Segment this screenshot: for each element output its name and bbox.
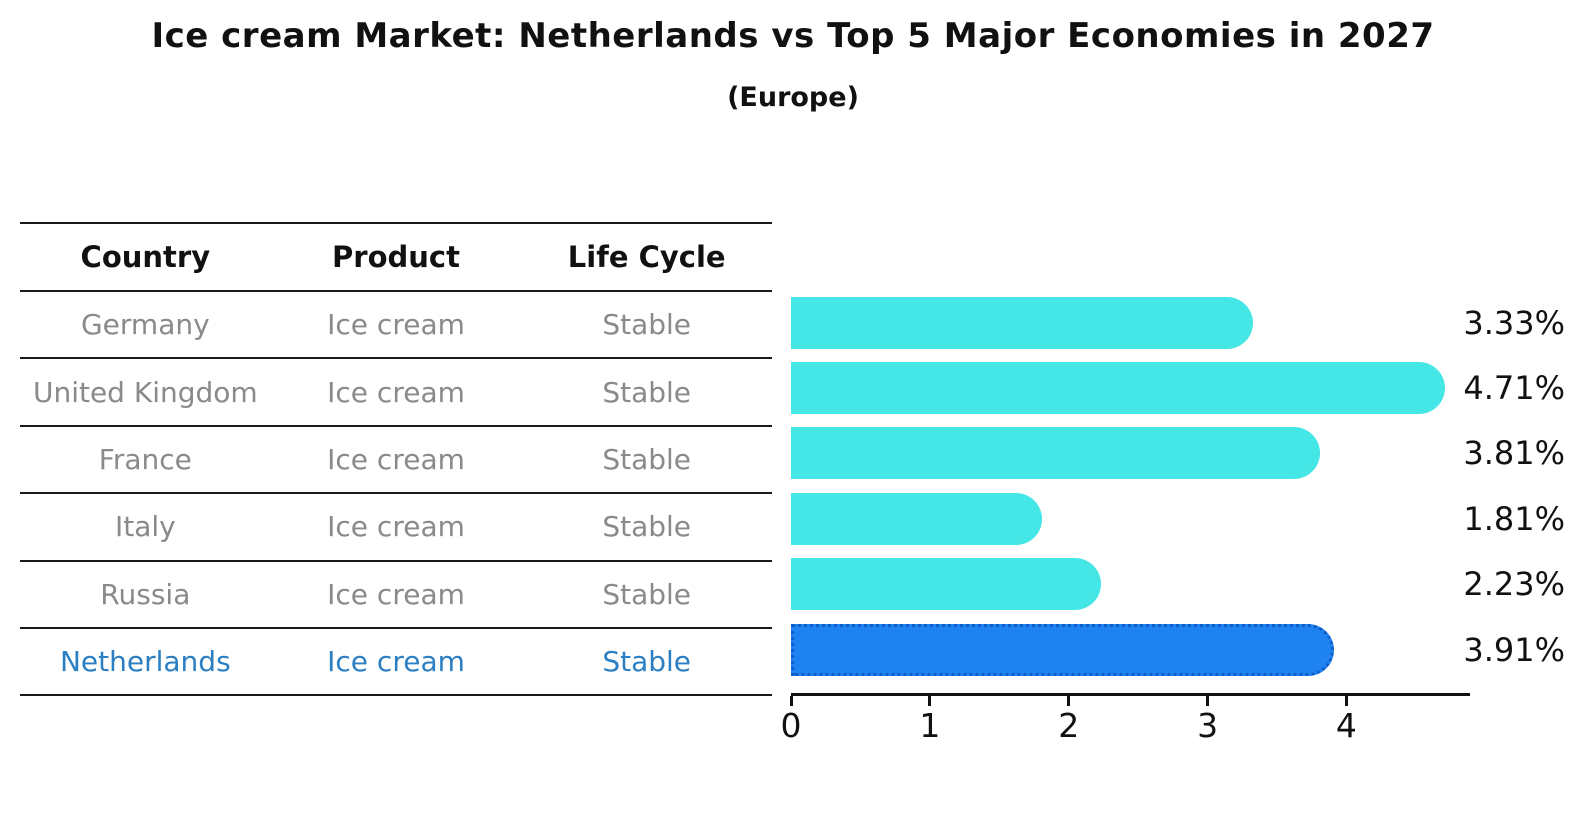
chart-title: Ice cream Market: Netherlands vs Top 5 M… [151,16,1435,56]
x-axis-line [791,693,1470,696]
value-labels: 3.33% 4.71% 3.81% 1.81% 2.23% 3.91% [1463,290,1565,682]
x-tick-mark [928,696,932,706]
cell-life-cycle: Stable [602,442,692,476]
cell-product: Ice cream [327,577,465,611]
bar-netherlands-highlighted [791,623,1334,676]
x-tick-label: 2 [1058,706,1080,745]
column-header-product: Product [332,240,460,274]
table-header-row: Country Product Life Cycle [20,224,772,292]
cell-life-cycle: Stable [602,510,692,544]
bar-row [791,486,1470,551]
x-tick-label: 3 [1197,706,1219,745]
cell-country: Germany [80,308,210,342]
cell-product: Ice cream [327,510,465,544]
bar-row [791,552,1470,617]
cell-product: Ice cream [327,375,465,409]
table-row: Italy Ice cream Stable [20,494,772,562]
cell-country: Russia [100,577,191,611]
value-label-united-kingdom: 4.71% [1463,369,1565,408]
x-tick-mark [1067,696,1071,706]
cell-country: Netherlands [59,645,231,679]
value-label-italy: 1.81% [1463,499,1565,538]
x-tick-mark [1206,696,1210,706]
x-tick-label: 1 [919,706,941,745]
cell-country: Italy [114,510,176,544]
x-tick-mark [1344,696,1348,706]
cell-life-cycle: Stable [602,375,692,409]
bar-row [791,617,1470,682]
cell-life-cycle: Stable [602,308,692,342]
bar-united-kingdom [791,362,1445,415]
bar-row [791,421,1470,486]
bar-italy [791,492,1043,545]
table-row: Russia Ice cream Stable [20,562,772,629]
bar-germany [791,296,1254,349]
cell-product: Ice cream [327,442,465,476]
table-row-highlighted: Netherlands Ice cream Stable [20,629,772,697]
x-tick-mark [789,696,793,706]
bar-row [791,290,1470,355]
cell-country: France [98,442,192,476]
value-label-germany: 3.33% [1463,303,1565,342]
bar-row [791,355,1470,420]
table-row: Germany Ice cream Stable [20,292,772,360]
x-tick-label: 4 [1335,706,1357,745]
cell-country: United Kingdom [32,375,258,409]
column-header-country: Country [80,240,211,274]
value-label-netherlands: 3.91% [1463,630,1565,669]
x-axis: 0 1 2 3 4 [781,693,1470,745]
cell-product: Ice cream [327,308,465,342]
column-header-life-cycle: Life Cycle [567,240,726,274]
cell-life-cycle: Stable [602,577,692,611]
cell-product: Ice cream [327,645,465,679]
bar-france [791,427,1321,480]
chart-subtitle: (Europe) [727,82,859,113]
market-table: Country Product Life Cycle Germany Ice c… [20,222,772,697]
value-label-france: 3.81% [1463,434,1565,473]
cell-life-cycle: Stable [602,645,692,679]
table-row: France Ice cream Stable [20,427,772,495]
bar-russia [791,558,1101,611]
bar-plot [791,290,1470,682]
x-tick-label: 0 [780,706,802,745]
value-label-russia: 2.23% [1463,565,1565,604]
table-row: United Kingdom Ice cream Stable [20,359,772,427]
